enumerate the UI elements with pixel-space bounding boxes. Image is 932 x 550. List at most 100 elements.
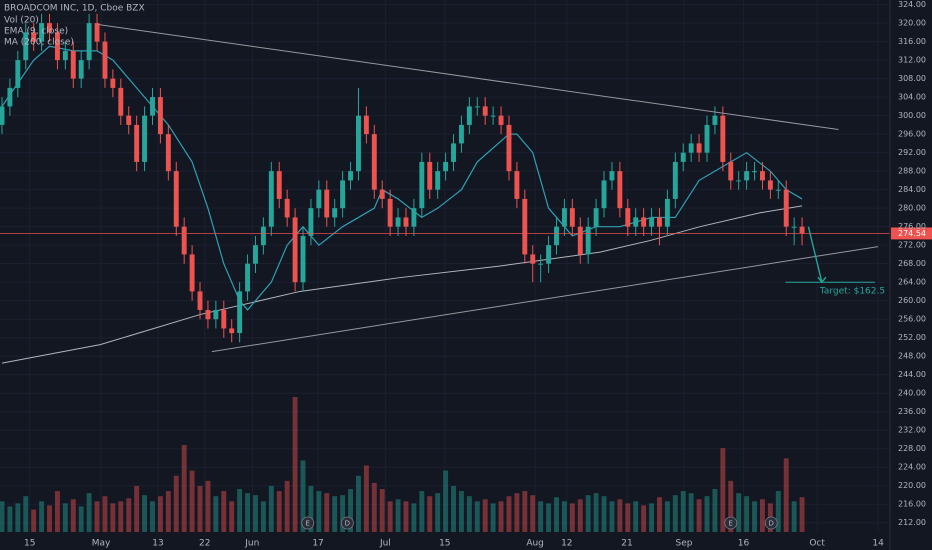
candle-body [197,291,203,310]
y-tick-label: 300.00 [898,111,926,120]
candle-body [712,115,718,125]
candle-body [728,161,734,181]
volume-bar [617,499,623,532]
volume-bar [451,485,456,532]
volume-bar [625,503,631,532]
volume-bar [601,496,607,532]
volume-bar [577,499,583,532]
candle-body [625,208,631,227]
target-label: Target: $162.5 [819,287,885,297]
candle-body [474,106,480,108]
volume-bar [78,506,84,532]
volume-bar [268,485,274,532]
volume-bar [7,506,13,532]
volume-bar [657,497,662,532]
candle-body [276,171,282,199]
y-tick-label: 244.00 [898,370,926,379]
candle-body [324,189,330,218]
candle-body [142,115,148,162]
candle-body [641,217,647,227]
event-marker [724,516,738,530]
volume-bar [102,496,108,532]
candle-body [783,189,789,227]
volume-bar [775,491,781,532]
candle-body [506,124,512,172]
volume-bar [23,496,29,532]
volume-bar [649,503,655,532]
candle-body [466,106,472,125]
candle-body [775,189,781,191]
candle-body [316,189,322,209]
candle-body [680,152,686,162]
volume-bar [458,491,464,532]
volume-bar [466,496,472,532]
candle-body [411,208,417,227]
x-tick-label: Sep [676,539,693,549]
candle-body [767,180,773,190]
volume-bar [736,493,742,532]
x-tick-label: 17 [312,539,323,549]
last-price-box [891,227,932,240]
volume-bar [554,497,559,532]
volume-bar [142,495,148,532]
volume-bar [371,482,377,532]
legend-ma: MA (200, close) [4,38,74,48]
candle-body [419,161,425,209]
x-tick-label: Jul [379,539,391,549]
candle-body [245,263,251,292]
candle-body [696,143,702,153]
y-tick-label: 264.00 [898,278,926,287]
volume-bar [569,503,575,532]
volume-bar [340,495,346,532]
y-tick-label: 292.00 [898,148,926,157]
volume-bar [173,475,179,532]
volume-bar [47,505,52,532]
volume-bar [720,448,726,532]
candle-body [86,23,92,61]
candle-body [577,226,583,255]
volume-bar [324,493,330,532]
candle-body [490,115,496,117]
y-tick-label: 252.00 [898,333,926,342]
x-tick-label: May [92,539,111,549]
volume-bar [62,503,68,532]
volume-bar [0,501,5,532]
volume-bar [760,499,765,532]
y-tick-label: 260.00 [898,296,926,305]
y-tick-label: 312.00 [898,56,926,65]
x-tick-label: Aug [526,539,544,549]
x-tick-label: 15 [439,539,450,549]
y-tick-label: 216.00 [898,500,926,509]
y-tick-label: 268.00 [898,259,926,268]
volume-bar [387,501,393,532]
candle-body [585,226,591,255]
candle-body [70,50,76,79]
event-label: D [768,520,773,528]
candle-body [229,328,235,334]
y-tick-label: 220.00 [898,481,926,490]
candle-body [451,143,456,162]
y-tick-label: 256.00 [898,315,926,324]
candle-body [284,198,290,218]
volume-bar [641,505,647,532]
y-tick-label: 232.00 [898,426,926,435]
candle-body [308,208,314,236]
volume-bar [530,495,536,532]
volume-bar [292,397,298,532]
candle-body [791,226,797,228]
volume-bar [561,501,567,532]
candle-body [744,171,750,181]
y-tick-label: 228.00 [898,444,926,453]
candle-body [522,198,528,255]
volume-bar [197,485,203,532]
trend-line [211,246,879,353]
candle-body [237,291,243,334]
candle-body [569,208,575,227]
x-tick-label: 13 [152,539,163,549]
y-tick-label: 240.00 [898,389,926,398]
volume-bar [126,498,132,532]
candle-body [213,309,219,320]
volume-bar [332,496,338,532]
volume-bar [229,501,235,532]
trend-line [97,24,839,131]
